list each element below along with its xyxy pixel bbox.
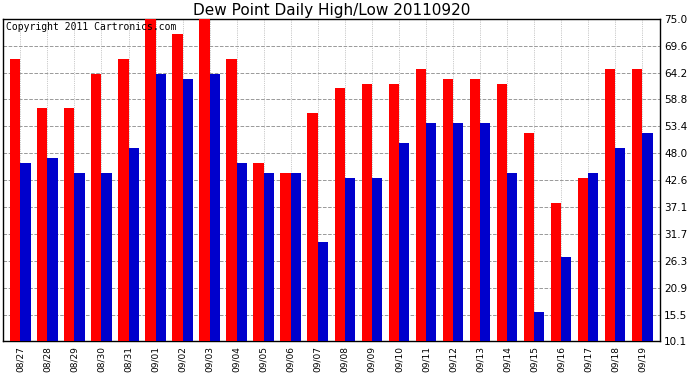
Bar <box>146 19 155 341</box>
Bar <box>524 133 534 341</box>
Bar <box>605 69 615 341</box>
Bar <box>183 78 193 341</box>
Bar <box>578 178 588 341</box>
Bar <box>551 203 561 341</box>
Bar <box>415 69 426 341</box>
Bar <box>237 163 247 341</box>
Bar <box>399 143 409 341</box>
Bar <box>199 19 210 341</box>
Bar <box>362 84 372 341</box>
Bar <box>128 148 139 341</box>
Bar <box>210 74 220 341</box>
Bar <box>37 108 48 341</box>
Bar <box>101 173 112 341</box>
Bar <box>588 173 598 341</box>
Bar <box>155 74 166 341</box>
Bar <box>308 113 318 341</box>
Bar <box>615 148 625 341</box>
Bar <box>280 173 290 341</box>
Bar <box>632 69 642 341</box>
Bar <box>91 74 101 341</box>
Title: Dew Point Daily High/Low 20110920: Dew Point Daily High/Low 20110920 <box>193 3 470 18</box>
Bar <box>10 59 20 341</box>
Bar <box>290 173 301 341</box>
Bar <box>372 178 382 341</box>
Bar <box>497 84 507 341</box>
Bar <box>335 88 345 341</box>
Bar <box>118 59 128 341</box>
Bar <box>318 243 328 341</box>
Bar <box>453 123 463 341</box>
Bar <box>226 59 237 341</box>
Text: Copyright 2011 Cartronics.com: Copyright 2011 Cartronics.com <box>6 22 177 32</box>
Bar <box>75 173 85 341</box>
Bar <box>20 163 30 341</box>
Bar <box>534 312 544 341</box>
Bar <box>426 123 436 341</box>
Bar <box>172 34 183 341</box>
Bar <box>64 108 75 341</box>
Bar <box>253 163 264 341</box>
Bar <box>561 257 571 341</box>
Bar <box>345 178 355 341</box>
Bar <box>642 133 653 341</box>
Bar <box>264 173 274 341</box>
Bar <box>443 78 453 341</box>
Bar <box>388 84 399 341</box>
Bar <box>470 78 480 341</box>
Bar <box>48 158 58 341</box>
Bar <box>507 173 518 341</box>
Bar <box>480 123 491 341</box>
